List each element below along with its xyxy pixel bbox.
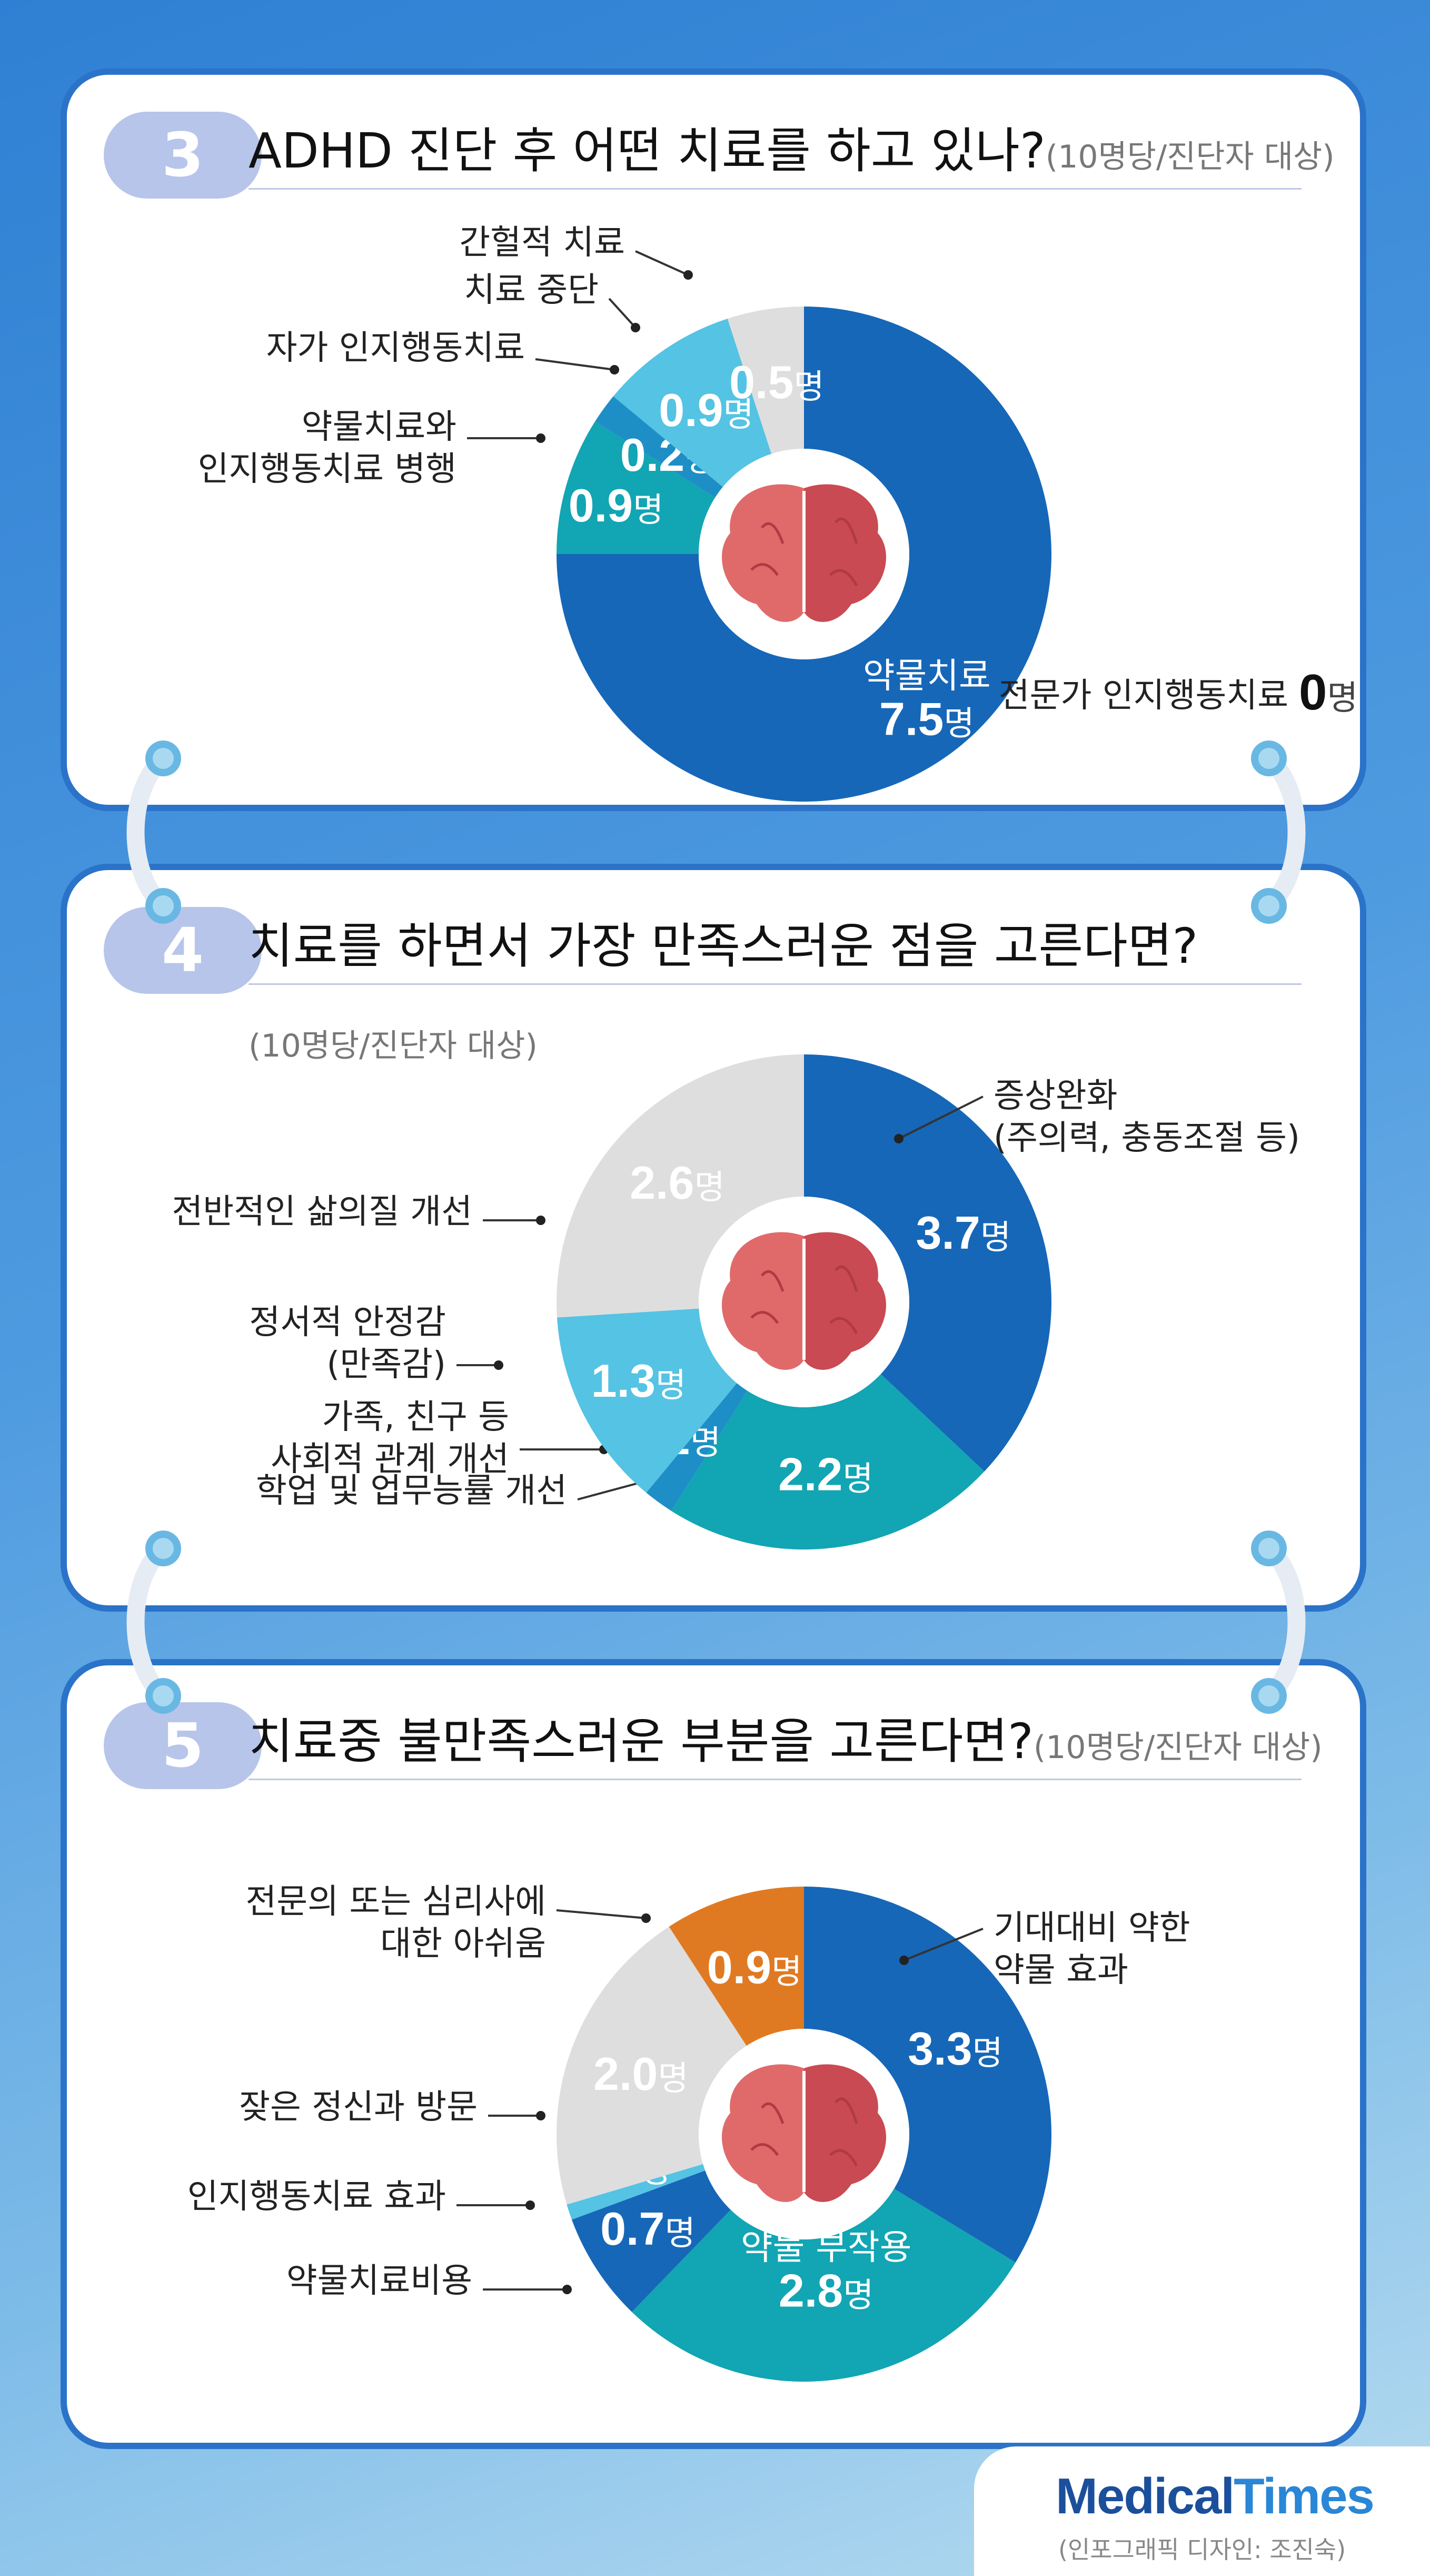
data-label: 0.7명 [600,2203,696,2255]
pie-slice [557,1308,737,1493]
leader-dot [536,1216,545,1225]
leader-line [635,250,689,276]
leader-dot [899,1956,909,1965]
question-3-panel: 3 ADHD 진단 후 어떤 치료를 하고 있나?(10명당/진단자 대상) 7… [61,68,1366,811]
footer-card [974,2446,1430,2576]
question-number-badge: 3 [104,112,262,199]
pie-slice [804,1054,1051,1472]
pie-slice [669,1887,804,2046]
slice-label: 전문의 또는 심리사에 대한 아쉬움 [245,1882,546,1963]
title-underline [249,983,1302,985]
leader-line [898,1095,984,1140]
slice-label: 전반적인 삶의질 개선 [172,1192,472,1231]
question-4-panel: 4 치료를 하면서 가장 만족스러운 점을 고른다면? (10명당/진단자 대상… [61,864,1366,1612]
pie-slice [613,319,772,487]
leader-dot [494,1360,503,1370]
pie-slice [804,1887,1051,2263]
chart-subtitle: (10명당/진단자 대상) [249,1028,538,1064]
pie-slice [557,1054,804,1318]
title-underline [249,188,1302,190]
question-5-panel: 5 치료중 불만족스러운 부분을 고른다면?(10명당/진단자 대상) 3.3명… [61,1659,1366,2449]
leader-line [556,1909,647,1919]
extra-note-value: 0명 [1299,664,1358,721]
data-label: 0.9명 [659,384,754,436]
brain-icon [722,1232,886,1370]
leader-dot [641,1913,651,1923]
leader-dot [610,365,619,374]
extra-note-label: 전문가 인지행동치료 [999,676,1288,715]
title-underline [249,1779,1302,1780]
chart-title: 치료를 하면서 가장 만족스러운 점을 고른다면? [249,918,1198,974]
data-label: 0.9명 [569,479,664,531]
data-label: 0.9명 [707,1941,802,1993]
slice-label: 약물치료비용 [286,2262,472,2301]
pie-slice [557,307,1051,802]
data-label: 2.8명 [779,2264,874,2316]
leader-dot [562,2285,572,2294]
slice-label: 약물치료와 인지행동치료 병행 [198,408,456,489]
pie-slice [671,1374,985,1549]
slice-label: 학업 및 업무능률 개선 [256,1472,567,1511]
pie-slice [595,396,723,498]
pie-slice [557,1927,747,2205]
pie-slice [632,2188,1016,2382]
leader-dot [683,270,693,280]
chart-title: 치료중 불만족스러운 부분을 고른다면?(10명당/진단자 대상) [249,1713,1323,1770]
pie-slice [646,1383,748,1511]
leader-dot [536,2111,545,2120]
pie-slice [571,2170,731,2312]
slice-label: 증상완화 (주의력, 충동조절 등) [994,1077,1300,1158]
data-label: 3.7명 [916,1207,1011,1259]
data-label: 2.6명 [630,1157,725,1209]
chart-subtitle: (10명당/진단자 대상) [1045,139,1335,175]
brain-icon [722,484,886,622]
slice-label: 간헐적 치료 [459,223,625,262]
pie-slice [727,307,804,454]
pie-slice [557,421,716,554]
binder-ring-left-2 [126,1531,181,1714]
binder-ring-left-1 [126,741,181,924]
binder-ring-right-1 [1251,741,1306,924]
data-label: 7.5명 [879,693,975,745]
leader-line [903,1928,984,1961]
slice-label: 잦은 정신과 방문 [239,2088,478,2127]
pie-slice [567,2164,706,2220]
binder-ring-right-2 [1251,1531,1306,1714]
chart-title: ADHD 진단 후 어떤 치료를 하고 있나?(10명당/진단자 대상) [249,123,1335,179]
leader-dot [525,2200,535,2210]
slice-label: 기대대비 약한 약물 효과 [994,1909,1190,1990]
data-label: 0.5명 [729,356,825,408]
data-label: 2.2명 [778,1448,873,1500]
data-label: 3.3명 [908,2022,1003,2075]
slice-label: 자가 인지행동치료 [266,329,525,368]
question-number-badge: 4 [104,907,262,994]
slice-label: 인지행동치료 효과 [187,2177,446,2216]
design-credit: (인포그래픽 디자인: 조진숙) [1058,2535,1346,2564]
data-label: 2.0명 [593,2048,689,2100]
brain-icon [722,2064,886,2202]
slice-label: 약물치료 [863,655,991,696]
leader-dot [631,323,640,332]
slice-label: 치료 중단 [464,271,599,310]
leader-dot [894,1134,903,1143]
leader-line [608,298,637,329]
leader-line [577,1480,647,1501]
data-label: 1.3명 [591,1355,687,1407]
leader-dot [536,433,545,443]
question-number-badge: 5 [104,1702,262,1789]
medicaltimes-logo: MedicalTimes [1056,2468,1375,2524]
leader-line [535,358,615,371]
chart-subtitle: (10명당/진단자 대상) [1033,1729,1323,1766]
slice-label: 정서적 안정감 (만족감) [249,1303,446,1384]
slice-label: 가족, 친구 등 사회적 관계 개선 [271,1398,509,1479]
